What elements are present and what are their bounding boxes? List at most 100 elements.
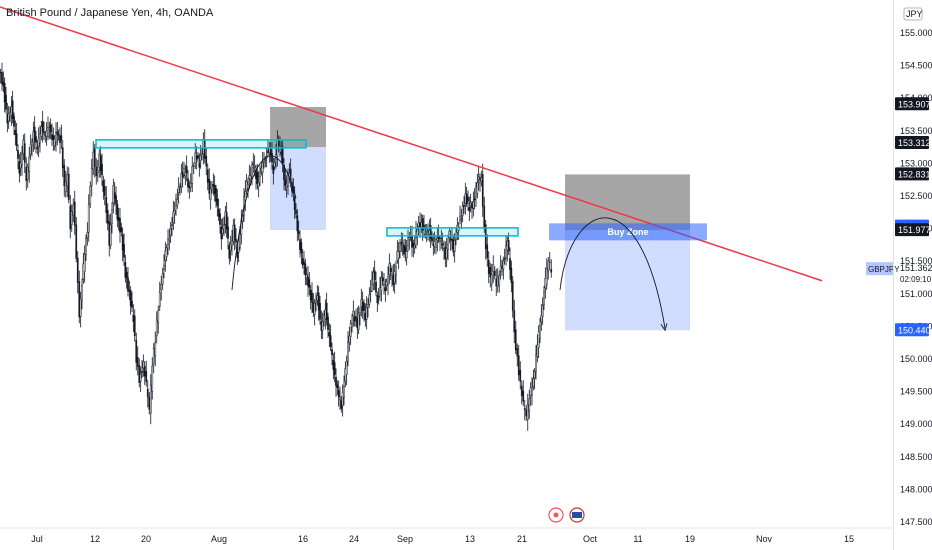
candle-body (395, 266, 397, 276)
candle-body (361, 301, 364, 311)
candle-body (211, 186, 213, 190)
candle-body (379, 287, 381, 296)
y-tick-label: 153.500 (900, 126, 932, 136)
candle-body (85, 238, 87, 255)
flag-icon-stripe (572, 512, 582, 518)
candle-body (15, 133, 18, 147)
candle-body (284, 179, 287, 186)
candle-body (171, 224, 173, 226)
candle-body (9, 112, 11, 117)
candle-body (145, 371, 148, 382)
candle-body (513, 310, 516, 333)
candle-body (520, 385, 523, 396)
candle-body (423, 224, 425, 229)
y-tick-label: 155.000 (900, 28, 932, 38)
x-tick-label: Sep (397, 534, 413, 544)
candle-body (541, 305, 544, 317)
candle-body (36, 147, 39, 149)
price-tags: 153.907153.312152.831152.030151.977GBPJP… (866, 97, 932, 337)
x-tick-label: Nov (756, 534, 773, 544)
candle-body (443, 248, 445, 250)
candle-body (185, 166, 188, 174)
candle-body (257, 182, 260, 187)
candle-body (315, 301, 317, 304)
candle-body (429, 225, 432, 239)
candle-body (285, 184, 288, 188)
chart-title: British Pound / Japanese Yen, 4h, OANDA (6, 7, 214, 19)
y-tick-label: 147.500 (900, 517, 932, 527)
candle-body (336, 384, 339, 388)
candle-body (19, 162, 22, 169)
candle-body (411, 235, 413, 248)
price-tag (895, 167, 929, 181)
y-tick-label: 148.000 (900, 484, 932, 494)
candle-body (531, 387, 533, 396)
candle-body (316, 295, 319, 301)
candle-body (78, 281, 81, 318)
candle-body (175, 198, 177, 207)
candle-body (18, 161, 21, 174)
candle-body (216, 198, 219, 206)
candle-body (143, 366, 146, 377)
candle-body (517, 355, 520, 376)
candle-body (264, 159, 267, 161)
candle-body (160, 284, 163, 291)
drawing-boxes (270, 107, 690, 331)
candle-body (119, 218, 121, 233)
candle-body (188, 185, 191, 189)
candle-body (544, 277, 547, 289)
candle-body (112, 185, 115, 204)
candle-body (217, 209, 220, 217)
candle-body (245, 181, 248, 192)
candle-body (396, 250, 399, 261)
x-tick-label: 11 (633, 534, 642, 544)
candle-body (47, 127, 49, 138)
candle-body (469, 202, 472, 206)
candle-body (493, 270, 496, 276)
candle-body (529, 387, 532, 397)
take-profit-box (565, 230, 690, 331)
candle-body (163, 265, 165, 270)
candle-body (486, 244, 489, 259)
candle-body (360, 299, 363, 308)
resistance-zone (95, 139, 307, 149)
candle-body (476, 182, 479, 194)
y-tick-label: 151.000 (900, 289, 932, 299)
candle-body (417, 222, 420, 227)
candle-body (519, 369, 522, 382)
candle-body (381, 277, 384, 282)
candle-body (347, 341, 349, 362)
candle-body (215, 187, 217, 202)
candle-body (279, 145, 281, 147)
y-tick-label: 148.500 (900, 452, 932, 462)
candle-body (510, 267, 513, 283)
candle-body (328, 332, 331, 337)
projection-arc-right (559, 217, 666, 329)
x-tick-label: 20 (141, 534, 151, 544)
candle-body (149, 384, 152, 414)
stop-loss-box (565, 174, 690, 231)
candle-body (14, 130, 17, 135)
candle-body (124, 262, 127, 278)
candle-body (459, 215, 461, 221)
candle-body (25, 167, 28, 181)
candle-body (532, 378, 535, 387)
candle-body (129, 290, 132, 307)
drawing-lines: Buy Zone (0, 6, 823, 332)
candle-body (75, 224, 78, 259)
candle-body (132, 314, 135, 322)
candle-body (420, 221, 423, 228)
candle-body (168, 238, 171, 241)
candle-body (192, 165, 195, 167)
candle-body (269, 148, 272, 156)
candle-body (256, 172, 259, 185)
candle-body (523, 408, 526, 410)
candle-body (152, 348, 155, 364)
candle-body (385, 281, 388, 287)
candle-body (408, 237, 411, 240)
candle-body (7, 113, 10, 122)
candle-body (252, 163, 255, 165)
candle-body (537, 331, 540, 348)
candle-body (172, 211, 175, 224)
